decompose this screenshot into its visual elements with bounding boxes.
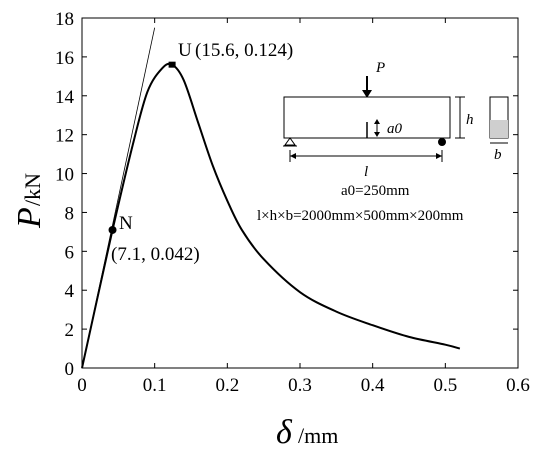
notch-dimension-arrow-bottom [374,132,380,137]
point-u-label: U [178,40,192,61]
pin-support [284,137,296,146]
x-tick-label: 0.6 [506,375,530,396]
point-n-marker [108,225,117,234]
x-tick-label: 0.5 [433,375,457,396]
y-tick-label: 2 [65,320,75,341]
y-tick-label: 18 [55,9,74,30]
point-n-label: N [119,213,133,234]
x-axis-label: δ /mm [276,414,338,451]
y-tick-label: 12 [55,126,74,147]
height-label: h [466,112,474,128]
y-tick-label: 4 [65,281,75,302]
point-n-coord: (7.1, 0.042) [111,244,200,265]
plot-frame [81,17,519,369]
x-tick-label: 0.1 [143,375,167,396]
x-tick-label: 0 [77,375,87,396]
notch-depth-text: a0=250mm [341,183,410,199]
load-arrow-head [362,90,372,98]
y-tick-label: 16 [55,48,74,69]
width-label: b [494,147,502,163]
span-dimension-arrow-right [436,153,442,159]
beam-inset: P a0 h l b a0=250mm l×h×b=2000mm×500mm×2… [257,60,509,224]
y-axis-unit: /kN [20,173,45,206]
x-axis-unit: /mm [298,423,338,448]
y-tick-label: 14 [55,87,75,108]
cross-section-hatch [490,120,508,138]
y-axis-symbol: P [11,207,48,229]
y-tick-label: 8 [65,203,75,224]
y-tick-label: 10 [55,165,74,186]
dimensions-text: l×h×b=2000mm×500mm×200mm [257,208,464,224]
load-label: P [375,60,385,76]
span-dimension-arrow-left [290,153,296,159]
series-line [81,62,461,369]
notch-dimension-arrow-top [374,119,380,124]
x-tick-label: 0.2 [215,375,239,396]
x-axis-symbol: δ [276,414,293,451]
point-u-marker [168,61,176,68]
y-axis-label: P /kN [11,173,48,229]
x-tick-label: 0.4 [361,375,385,396]
y-tick-label: 6 [65,242,75,263]
span-label: l [364,164,368,180]
notch-label: a0 [387,121,403,137]
point-u-coord: (15.6, 0.124) [195,40,293,61]
roller-support [438,138,446,146]
y-tick-label: 0 [65,359,75,380]
x-tick-label: 0.3 [288,375,312,396]
